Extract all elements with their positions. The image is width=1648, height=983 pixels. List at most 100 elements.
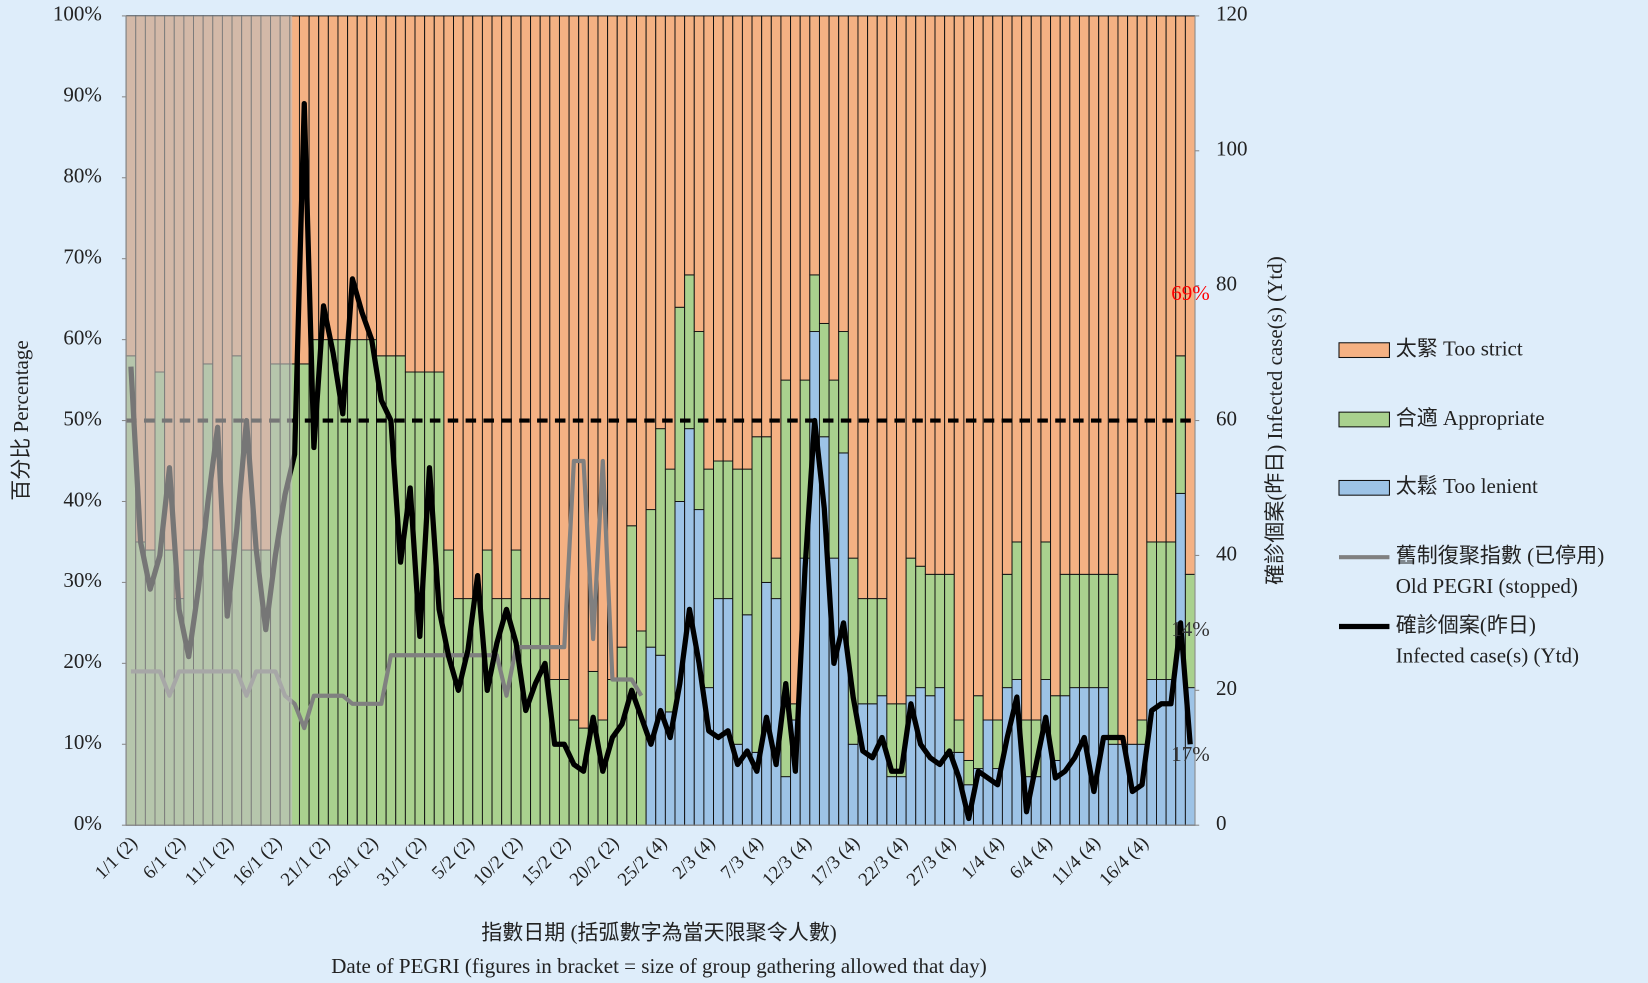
legend-label: 太鬆 Too lenient [1395,475,1538,499]
bar-segment [886,15,897,705]
bar-segment [684,274,695,430]
bar-segment [366,15,377,341]
bar-segment [501,15,512,600]
bar-segment [703,15,715,470]
bar-segment [1088,573,1100,689]
bar-segment [722,460,734,600]
y-tick-label: 20% [63,649,102,673]
legend-swatch [1338,342,1390,359]
bar-segment [356,15,368,341]
bar-segment [713,598,724,826]
bar-segment [732,15,743,470]
bar-segment [924,15,936,575]
bar-segment [674,306,686,502]
y-axis-title: 百分比 Percentage [9,340,33,500]
bar-segment [905,15,917,559]
bar-segment [1069,573,1080,689]
bar-segment [828,15,840,381]
y-tick-label: 90% [63,83,102,107]
bar-segment [453,15,464,600]
bar-segment [453,598,464,826]
bar-segment [1001,573,1013,689]
bar-segment [809,15,820,276]
bar-segment [462,15,474,600]
x-axis-title: 指數日期 (括弧數字為當天限聚令人數) [481,920,837,944]
bar-segment [655,15,666,430]
bar-segment [693,15,705,333]
bar-segment [876,598,888,697]
bar-segment [770,557,782,600]
bar-segment [414,15,426,373]
bar-segment [356,339,368,826]
bar-segment [761,436,772,583]
bar-segment [1098,573,1109,689]
bar-segment [376,355,387,826]
bar-segment [703,468,715,689]
bar-segment [443,549,455,826]
legend-entry: 太緊 Too strict [1396,338,1523,361]
bar-segment [722,15,734,462]
legend-label: 舊制復聚指數 (已停用) Old PEGRI (stopped) [1395,544,1605,599]
old-period-shade [126,15,293,826]
bar-segment [953,719,965,753]
bar-segment [684,15,695,276]
bar-segment [1040,541,1052,681]
bar-segment [645,509,657,648]
bar-segment [1127,15,1138,745]
bar-segment [1107,573,1119,745]
bar-segment [982,15,994,721]
bar-segment [318,15,329,341]
bar-segment [751,436,763,753]
bar-segment [655,654,666,826]
bar-segment [915,687,926,826]
bar-segment [741,614,753,826]
bar-segment [510,15,522,551]
bar-segment [298,363,310,826]
bar-segment [761,581,772,826]
bar-segment [1078,573,1090,689]
bar-segment [770,15,782,559]
bar-segment [539,15,551,600]
bar-segment [404,371,416,826]
bar-segment [876,695,888,826]
bar-segment [1059,573,1071,697]
bar-segment [664,15,676,470]
bar-segment [530,15,541,600]
bar-segment [568,719,580,826]
bar-segment [722,598,734,826]
bar-segment [780,15,792,381]
bar-segment [847,743,859,826]
bar-segment [674,15,686,308]
legend-label: 合適 Appropriate [1395,406,1545,431]
bar-segment [433,15,445,373]
line-series [128,100,1193,822]
bar-segment [713,460,724,600]
bar-segment [1146,541,1157,681]
bar-segment [636,15,647,632]
bar-segment [1059,15,1071,575]
bar-segment [867,598,878,705]
bar-segment [626,15,637,527]
bar-segment [867,15,878,600]
bar-segment [713,15,724,462]
bar-segment [1136,15,1148,721]
bar-segment [645,15,657,511]
bar-segment [568,15,580,721]
bar-segment [1069,15,1080,575]
bar-segment [347,339,358,826]
bar-segment [1107,743,1119,826]
bar-segment [838,15,849,333]
y2-tick-label: 60 [1216,406,1237,430]
legend-entry: 確診個案(昨日) Infected case(s) (Ytd) [1396,614,1579,668]
y-tick-label: 10% [63,730,102,754]
bar-segment [973,15,984,697]
bar-segment [1040,15,1052,543]
bar-segment [790,15,801,705]
bar-segment [1059,695,1071,826]
legend-swatch [1338,479,1390,496]
bar-segment [385,15,397,357]
bar-segment [510,549,522,826]
bar-segment [1021,15,1032,721]
